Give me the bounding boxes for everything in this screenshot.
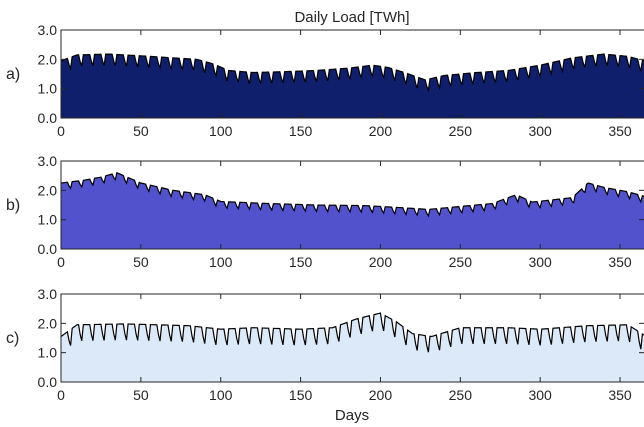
y-tick-label: 2.0 (38, 315, 58, 331)
panel-c: 0.0 1.0 2.0 3.0 0 50 100 150 200 250 300 350 c) (6, 286, 644, 403)
panel-label: c) (6, 330, 19, 347)
series-area (61, 54, 644, 118)
figure-title: Daily Load [TWh] (294, 9, 409, 26)
y-tick-label: 0.0 (38, 374, 58, 390)
series-line (60, 53, 644, 93)
panels: 0.0 1.0 2.0 3.0 0 50 100 150 200 250 300 350 a) 0.0 1.… (6, 22, 644, 403)
x-tick-label: 100 (209, 254, 233, 270)
x-tick-label: 0 (57, 254, 65, 270)
x-tick-label: 100 (209, 387, 233, 403)
x-tick-label: 100 (209, 123, 233, 139)
x-tick-label: 250 (449, 123, 473, 139)
panel-a: 0.0 1.0 2.0 3.0 0 50 100 150 200 250 300 350 a) (6, 22, 644, 139)
x-tick-label: 250 (449, 387, 473, 403)
x-tick-label: 350 (608, 387, 632, 403)
x-tick-label: 150 (289, 254, 313, 270)
x-tick-label: 0 (57, 123, 65, 139)
x-tick-label: 50 (133, 254, 149, 270)
panel-b: 0.0 1.0 2.0 3.0 0 50 100 150 200 250 300 350 b) (6, 153, 644, 270)
y-tick-label: 0.0 (38, 241, 58, 257)
y-tick-label: 1.0 (38, 345, 58, 361)
y-tick-label: 3.0 (38, 153, 58, 169)
panel-label: b) (6, 197, 20, 214)
axes-frame (60, 29, 644, 119)
y-tick-label: 3.0 (38, 286, 58, 302)
x-tick-label: 200 (369, 254, 393, 270)
series-line (60, 171, 644, 218)
x-tick-label: 50 (133, 123, 149, 139)
y-tick-label: 2.0 (38, 182, 58, 198)
series-area (61, 172, 644, 249)
y-tick-label: 3.0 (38, 22, 58, 38)
x-tick-label: 350 (608, 254, 632, 270)
series-line (60, 312, 644, 353)
y-tick-label: 1.0 (38, 81, 58, 97)
y-tick-label: 2.0 (38, 51, 58, 67)
x-tick-label: 350 (608, 123, 632, 139)
x-tick-label: 200 (369, 123, 393, 139)
x-tick-label: 50 (133, 387, 149, 403)
panel-label: a) (6, 66, 20, 83)
x-tick-label: 300 (528, 387, 552, 403)
x-tick-label: 300 (528, 123, 552, 139)
axes-frame (60, 293, 644, 383)
series-area (61, 313, 644, 382)
axes-frame (60, 160, 644, 250)
y-tick-label: 0.0 (38, 110, 58, 126)
y-tick-label: 1.0 (38, 212, 58, 228)
x-tick-label: 300 (528, 254, 552, 270)
x-tick-label: 250 (449, 254, 473, 270)
x-tick-label: 150 (289, 123, 313, 139)
x-tick-label: 150 (289, 387, 313, 403)
x-tick-label: 200 (369, 387, 393, 403)
x-tick-label: 0 (57, 387, 65, 403)
x-axis-label: Days (335, 407, 369, 424)
